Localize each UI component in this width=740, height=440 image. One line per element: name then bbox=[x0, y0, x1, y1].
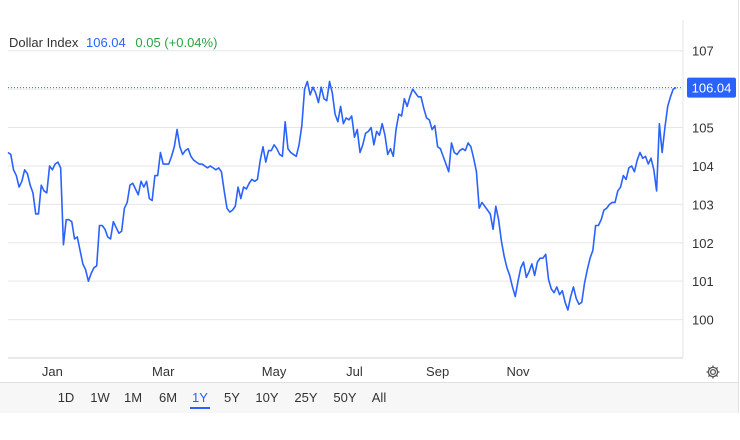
price-tag bbox=[687, 77, 736, 98]
range-all[interactable]: All bbox=[371, 390, 387, 405]
x-tick-label: Jul bbox=[346, 364, 363, 379]
price-tag-label: 106.04 bbox=[692, 81, 732, 96]
y-tick-label: 105 bbox=[692, 121, 714, 136]
price-change: 0.05 (+0.04%) bbox=[135, 35, 218, 50]
x-tick-label: Jan bbox=[42, 364, 63, 379]
range-6m[interactable]: 6M bbox=[158, 390, 178, 405]
series-line bbox=[7, 80, 677, 311]
range-5y[interactable]: 5Y bbox=[224, 390, 240, 405]
y-tick-label: 100 bbox=[692, 313, 714, 328]
y-tick-label: 104 bbox=[692, 159, 714, 174]
y-tick-label: 102 bbox=[692, 236, 714, 251]
range-1m[interactable]: 1M bbox=[123, 390, 143, 405]
y-tick-label: 101 bbox=[692, 274, 714, 289]
range-1w[interactable]: 1W bbox=[90, 390, 110, 405]
current-value: 106.04 bbox=[86, 35, 126, 50]
range-1y[interactable]: 1Y bbox=[190, 388, 210, 409]
range-50y[interactable]: 50Y bbox=[333, 390, 357, 405]
y-tick-label: 107 bbox=[692, 44, 714, 59]
x-tick-label: May bbox=[262, 364, 287, 379]
x-tick-label: Sep bbox=[426, 364, 449, 379]
x-tick-label: Nov bbox=[506, 364, 530, 379]
range-1d[interactable]: 1D bbox=[57, 390, 75, 405]
range-10y[interactable]: 10Y bbox=[255, 390, 279, 405]
time-range-bar: 1D 1W 1M 6M 1Y 5Y 10Y 25Y 50Y All bbox=[0, 382, 738, 413]
chart-legend: Dollar Index 106.04 0.05 (+0.04%) bbox=[9, 35, 217, 50]
x-tick-label: Mar bbox=[152, 364, 175, 379]
instrument-name: Dollar Index bbox=[9, 35, 79, 50]
gear-icon[interactable] bbox=[705, 364, 721, 380]
y-tick-label: 103 bbox=[692, 197, 714, 212]
range-25y[interactable]: 25Y bbox=[294, 390, 318, 405]
